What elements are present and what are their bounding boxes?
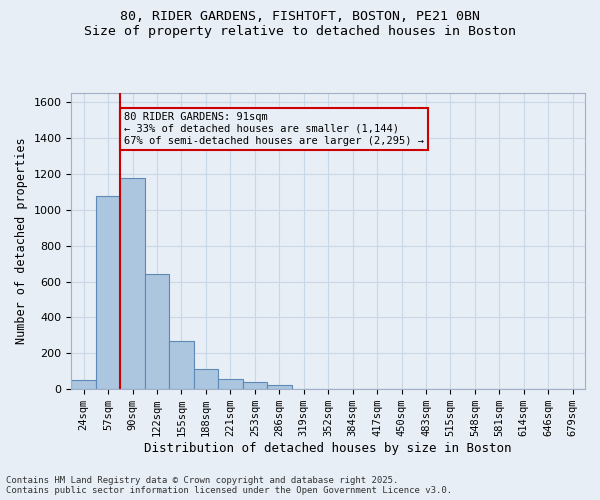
- Y-axis label: Number of detached properties: Number of detached properties: [15, 138, 28, 344]
- Bar: [242, 382, 267, 389]
- Bar: [145, 274, 169, 389]
- Text: Contains HM Land Registry data © Crown copyright and database right 2025.
Contai: Contains HM Land Registry data © Crown c…: [6, 476, 452, 495]
- X-axis label: Distribution of detached houses by size in Boston: Distribution of detached houses by size …: [145, 442, 512, 455]
- Text: 80, RIDER GARDENS, FISHTOFT, BOSTON, PE21 0BN
Size of property relative to detac: 80, RIDER GARDENS, FISHTOFT, BOSTON, PE2…: [84, 10, 516, 38]
- Bar: [71, 380, 96, 389]
- Bar: [218, 380, 242, 389]
- Bar: [121, 178, 145, 389]
- Bar: [96, 196, 121, 389]
- Bar: [169, 340, 194, 389]
- Bar: [267, 384, 292, 389]
- Bar: [194, 368, 218, 389]
- Text: 80 RIDER GARDENS: 91sqm
← 33% of detached houses are smaller (1,144)
67% of semi: 80 RIDER GARDENS: 91sqm ← 33% of detache…: [124, 112, 424, 146]
